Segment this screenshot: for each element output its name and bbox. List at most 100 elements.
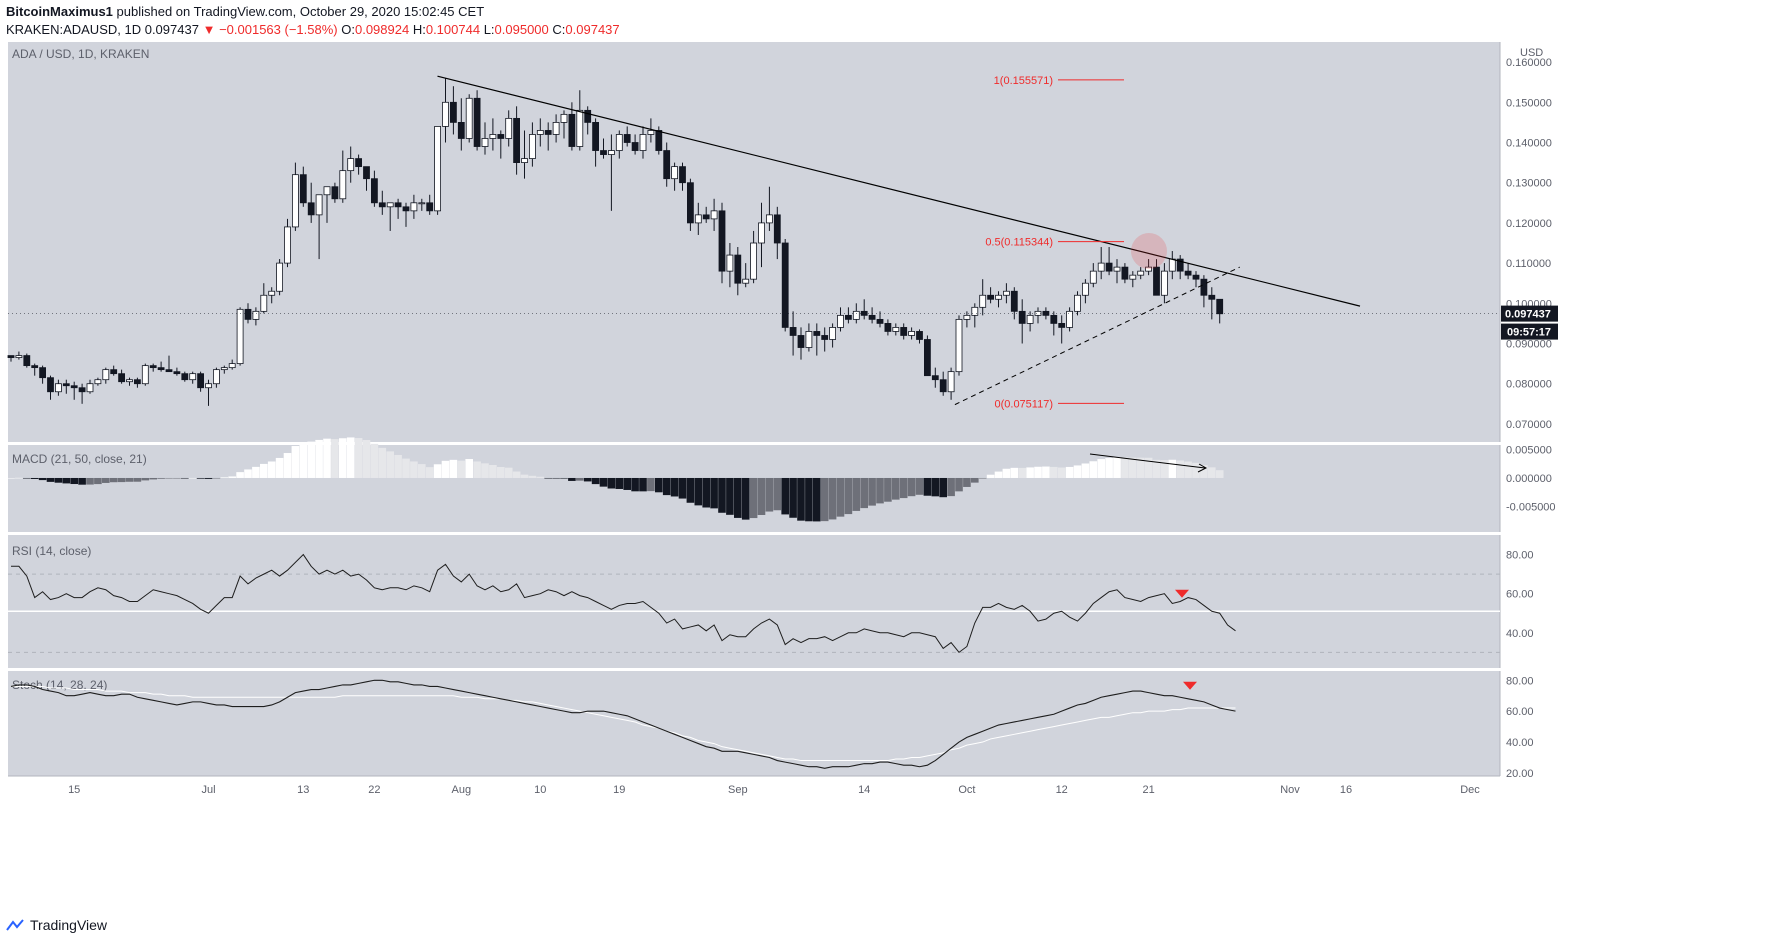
macd-histogram-bar: [670, 477, 679, 497]
price-tick-label: 0.110000: [1506, 258, 1551, 270]
macd-histogram-bar: [1121, 457, 1129, 478]
stoch-tick-label: 40.00: [1506, 737, 1534, 749]
low-label: L:: [483, 22, 495, 37]
candle-body: [228, 363, 236, 369]
candle-body: [189, 373, 197, 381]
macd-histogram-bar: [339, 438, 347, 478]
candle-body: [118, 373, 125, 383]
price-tick-label: 0.130000: [1506, 178, 1552, 190]
macd-histogram-bar: [710, 477, 718, 509]
macd-histogram-bar: [196, 477, 205, 479]
macd-histogram-bar: [315, 439, 323, 478]
macd-histogram-bar: [38, 477, 47, 481]
price-tick-label: 0.090000: [1506, 339, 1552, 351]
candle-body: [315, 194, 323, 216]
candle-body: [1097, 262, 1105, 272]
candle-body: [884, 323, 892, 332]
macd-tick-label: -0.005000: [1506, 501, 1556, 513]
candle-body: [339, 170, 347, 200]
candle-body: [995, 294, 1002, 300]
candle-body: [1034, 310, 1042, 316]
macd-histogram-bar: [1026, 467, 1034, 478]
candle-body: [505, 117, 513, 139]
macd-histogram-bar: [631, 477, 639, 492]
macd-histogram-bar: [441, 460, 450, 478]
price-tick-label: 0.150000: [1506, 97, 1552, 109]
macd-histogram-bar: [639, 477, 647, 492]
candle-body: [544, 130, 552, 135]
candle-body: [647, 130, 655, 135]
macd-histogram-bar: [797, 477, 805, 521]
candle-body: [600, 150, 607, 155]
close-value: 0.097437: [565, 22, 620, 37]
macd-histogram-bar: [1168, 459, 1177, 478]
author-name[interactable]: BitcoinMaximus1: [6, 4, 113, 19]
macd-histogram-bar: [125, 477, 134, 482]
candle-body: [687, 182, 694, 224]
macd-histogram-bar: [62, 477, 71, 484]
macd-histogram-bar: [117, 477, 126, 483]
macd-histogram-bar: [662, 477, 671, 496]
candle-body: [1216, 298, 1224, 315]
candle-body: [70, 385, 78, 389]
candle-body: [702, 214, 710, 220]
stoch-signal-line: [11, 685, 1236, 762]
macd-histogram-bar: [1073, 465, 1082, 478]
candle-body: [639, 134, 647, 151]
macd-histogram-bar: [204, 477, 213, 479]
macd-histogram-bar: [844, 477, 853, 515]
macd-histogram-bar: [718, 477, 726, 513]
macd-histogram-bar: [576, 477, 584, 481]
macd-histogram-bar: [971, 477, 979, 483]
macd-histogram-bar: [481, 463, 489, 478]
macd-histogram-bar: [805, 477, 813, 522]
macd-histogram-bar: [86, 477, 94, 485]
macd-histogram-bar: [418, 464, 426, 478]
macd-histogram-bar: [568, 477, 576, 481]
time-axis-background: [8, 776, 1500, 800]
candle-body: [102, 369, 110, 381]
candle-body: [1129, 274, 1137, 280]
tradingview-footer[interactable]: TradingView: [6, 917, 107, 933]
macd-histogram-bar: [781, 477, 789, 515]
macd-histogram-bar: [1136, 457, 1145, 478]
candle-body: [331, 186, 339, 200]
candle-body: [1042, 310, 1050, 316]
candle-body: [1089, 270, 1097, 284]
chart-area[interactable]: ADA / USD, 1D, KRAKEN 1(0.155571) 0.5(0.11…: [0, 42, 1775, 880]
macd-histogram-bar: [907, 477, 916, 497]
candle-body: [955, 318, 963, 373]
candle-body: [987, 294, 994, 300]
candle-body: [726, 254, 734, 272]
macd-histogram-bar: [260, 463, 268, 478]
candle-body: [1192, 274, 1200, 280]
macd-histogram-bar: [899, 477, 908, 499]
time-tick-label: 22: [368, 784, 380, 796]
candle-body: [1074, 294, 1081, 312]
candle-body: [529, 134, 536, 159]
candle-body: [718, 210, 726, 272]
macd-histogram-bar: [552, 477, 560, 479]
macd-histogram-bar: [647, 477, 655, 492]
macd-histogram-bar: [520, 474, 529, 478]
macd-histogram-bar: [955, 477, 963, 492]
macd-histogram-bar: [623, 477, 631, 490]
candle-body: [789, 327, 797, 336]
candle-body: [220, 367, 228, 371]
candle-body: [1145, 266, 1152, 272]
macd-histogram-bar: [70, 477, 78, 485]
macd-histogram-bar: [236, 472, 244, 478]
candle-body: [947, 371, 955, 393]
macd-histogram-bar: [323, 438, 331, 478]
price-axis-unit: USD: [1520, 47, 1543, 59]
candle-body: [489, 134, 497, 139]
candle-body: [568, 113, 576, 147]
candle-body: [7, 355, 15, 358]
candle-body: [868, 314, 876, 320]
macd-histogram-bar: [655, 477, 663, 493]
candle-body: [513, 117, 520, 164]
macd-histogram-bar: [504, 467, 513, 478]
rsi-tick-label: 40.00: [1506, 628, 1534, 640]
candle-body: [378, 202, 386, 208]
macd-histogram-bar: [1042, 466, 1050, 478]
